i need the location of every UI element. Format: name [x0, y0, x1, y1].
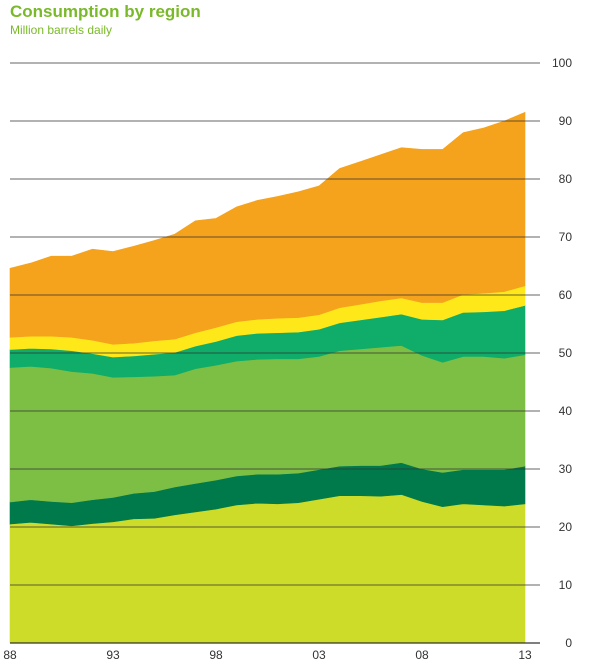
area-layers: [9, 111, 526, 644]
chart-subtitle: Million barrels daily: [10, 23, 113, 37]
area-series-6: [9, 111, 526, 345]
y-tick-label: 0: [565, 636, 572, 650]
x-tick-label: 98: [209, 648, 223, 662]
y-tick-label: 20: [559, 520, 573, 534]
chart-title: Consumption by region: [10, 2, 201, 21]
y-tick-label: 40: [559, 404, 573, 418]
y-tick-label: 100: [552, 56, 572, 70]
x-tick-label: 93: [106, 648, 120, 662]
y-tick-label: 10: [559, 578, 573, 592]
x-tick-label: 03: [312, 648, 326, 662]
y-tick-label: 90: [559, 114, 573, 128]
y-axis-ticks: 0 10 20 30 40 50 60 70 80 90 100: [552, 56, 572, 650]
y-tick-label: 50: [559, 346, 573, 360]
y-tick-label: 70: [559, 230, 573, 244]
x-tick-label: 13: [518, 648, 532, 662]
y-tick-label: 80: [559, 172, 573, 186]
y-tick-label: 60: [559, 288, 573, 302]
x-tick-label: 08: [415, 648, 429, 662]
x-tick-label: 88: [3, 648, 17, 662]
y-tick-label: 30: [559, 462, 573, 476]
x-axis-ticks: 88 93 98 03 08 13: [3, 648, 532, 662]
gridlines: [10, 62, 540, 644]
